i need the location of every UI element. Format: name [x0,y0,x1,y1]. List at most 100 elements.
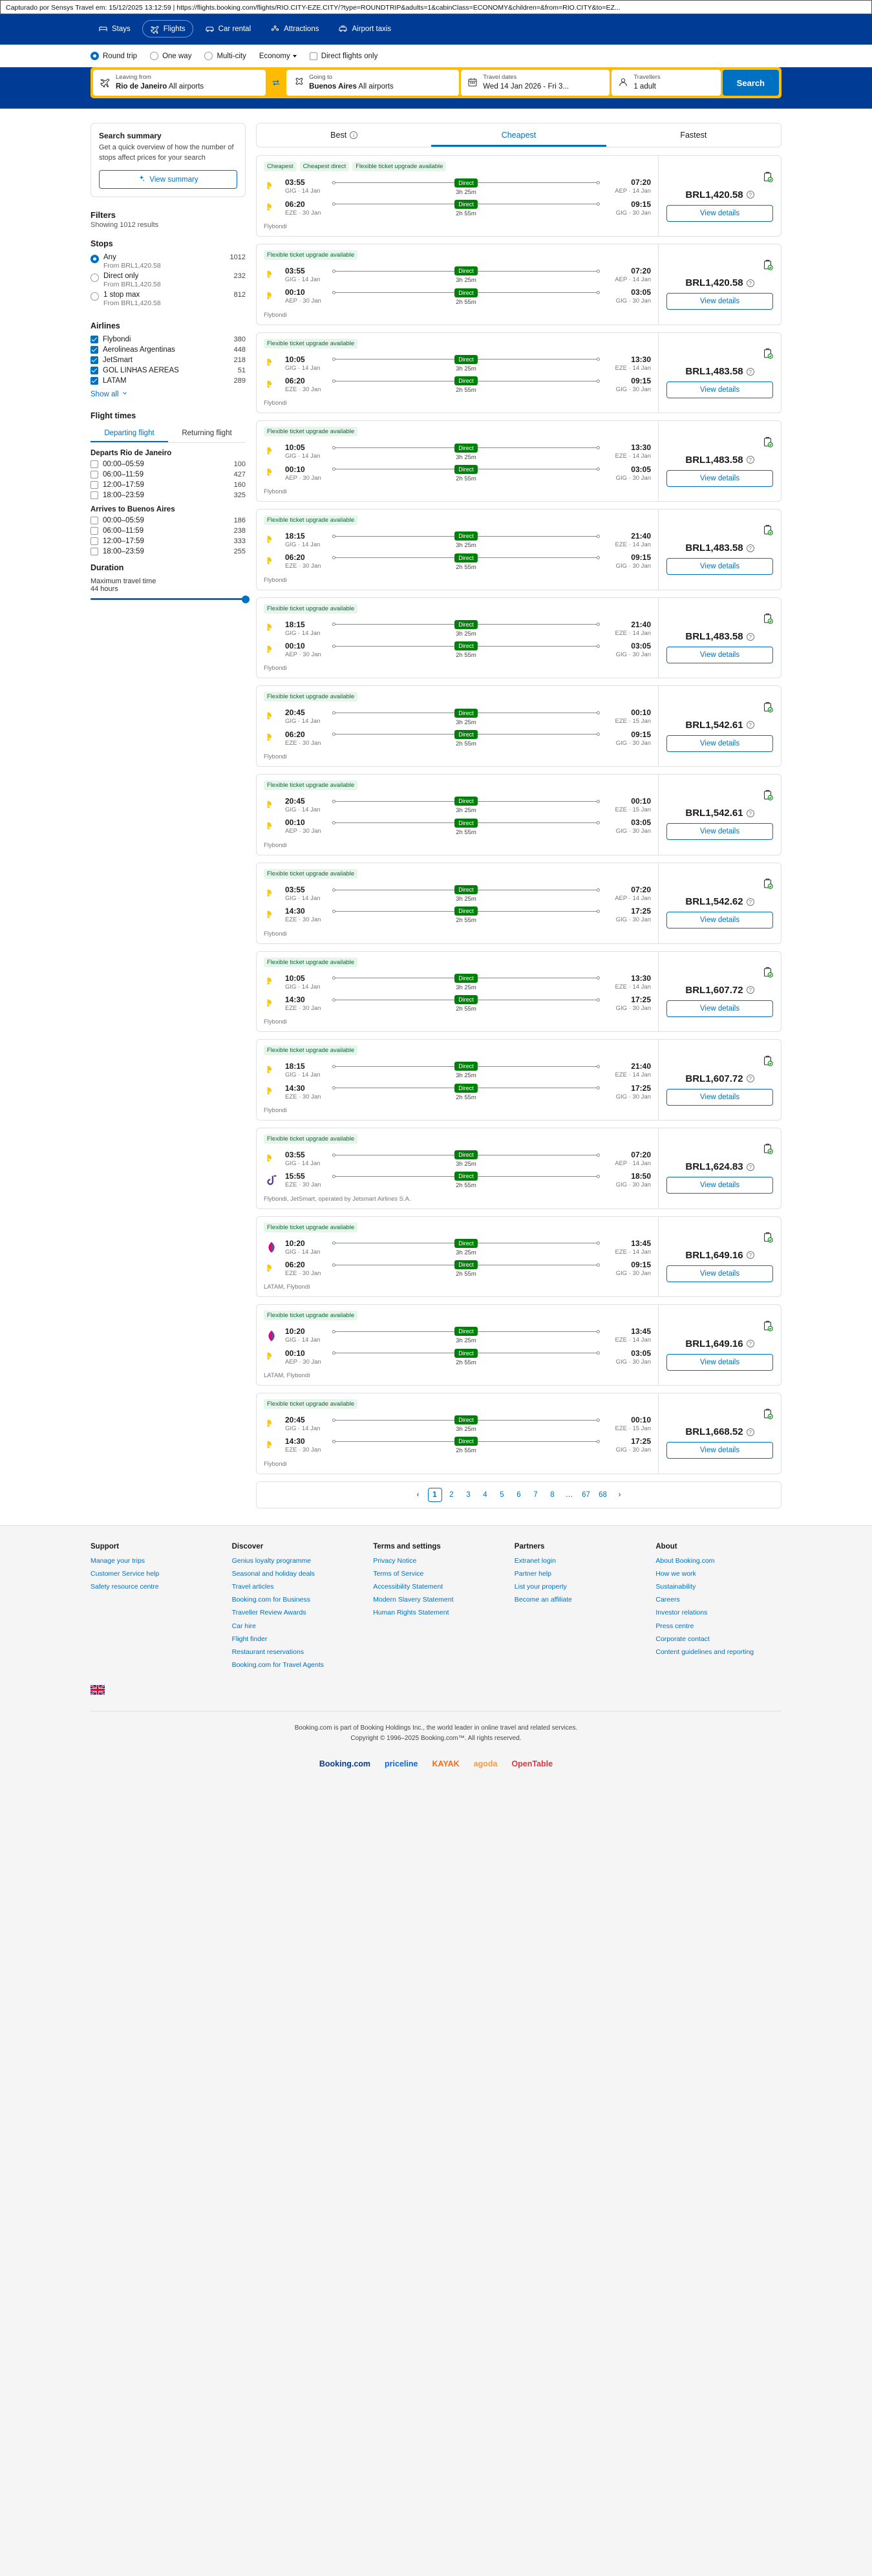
price-info-icon[interactable]: ? [746,1075,754,1083]
airline-option[interactable]: Flybondi 380 [90,336,246,344]
pagination-page[interactable]: 4 [483,1490,487,1499]
stops-option[interactable]: 1 stop max From BRL1,420.58 812 [90,291,246,307]
pagination-next[interactable]: › [618,1490,621,1499]
footer-link[interactable]: Customer Service help [90,1569,160,1578]
price-info-icon[interactable]: ? [746,721,754,729]
flight-card[interactable]: Flexible ticket upgrade available 03:55 GI… [256,1127,782,1209]
arrive-time-option[interactable]: 18:00–23:59 255 [90,548,246,556]
footer-link[interactable]: Careers [655,1596,680,1604]
pagination-page[interactable]: 6 [516,1490,521,1499]
nav-item-flights[interactable]: Flights [142,20,193,38]
view-details-button[interactable]: View details [666,912,773,929]
airline-option[interactable]: GOL LINHAS AEREAS 51 [90,367,246,375]
footer-link[interactable]: Become an affiliate [514,1596,572,1604]
footer-link[interactable]: Seasonal and holiday deals [231,1569,315,1578]
footer-link[interactable]: List your property [514,1582,567,1591]
nav-item-attractions[interactable]: Attractions [262,20,326,38]
price-info-icon[interactable]: ? [746,1251,754,1260]
pagination-page[interactable]: 68 [599,1490,607,1499]
price-info-icon[interactable]: ? [746,544,754,552]
footer-link[interactable]: Booking.com for Travel Agents [231,1661,324,1669]
duration-slider-knob[interactable] [242,595,250,603]
price-info-icon[interactable]: ? [746,897,754,906]
travellers-field[interactable]: Travellers 1 adult [611,70,721,96]
pagination-page[interactable]: 8 [550,1490,555,1499]
price-info-icon[interactable]: ? [746,191,754,199]
view-details-button[interactable]: View details [666,1000,773,1017]
search-button[interactable]: Search [722,70,779,96]
view-details-button[interactable]: View details [666,381,773,399]
footer-link[interactable]: Travel articles [231,1582,274,1591]
view-details-button[interactable]: View details [666,735,773,752]
view-details-button[interactable]: View details [666,1088,773,1106]
sort-tab-best[interactable]: Best i [257,123,431,147]
footer-link[interactable]: Human Rights Statement [373,1609,449,1617]
pagination-page[interactable]: 1 [427,1487,442,1502]
footer-link[interactable]: Safety resource centre [90,1582,159,1591]
footer-link[interactable]: Manage your trips [90,1556,145,1565]
brand-logo[interactable]: agoda [473,1759,498,1769]
footer-link[interactable]: Privacy Notice [373,1556,417,1565]
brand-logo[interactable]: Booking.com [319,1759,371,1769]
price-info-icon[interactable]: ? [746,456,754,464]
brand-logo[interactable]: KAYAK [432,1759,460,1769]
flight-card[interactable]: Flexible ticket upgrade available 03:55 GI… [256,862,782,944]
language-flag[interactable] [90,1673,782,1707]
nav-item-stays[interactable]: Stays [90,20,138,38]
flight-card[interactable]: Flexible ticket upgrade available 10:05 GI… [256,950,782,1033]
flight-card[interactable]: Flexible ticket upgrade available 20:45 GI… [256,685,782,767]
trip-type-multi-city[interactable]: Multi-city [204,52,246,60]
pagination-prev[interactable]: ‹ [416,1490,420,1499]
flight-card[interactable]: Flexible ticket upgrade available 10:05 GI… [256,332,782,414]
swap-button[interactable] [268,70,284,96]
info-icon[interactable]: i [350,131,358,140]
flight-card[interactable]: Flexible ticket upgrade available 03:55 GI… [256,244,782,325]
price-info-icon[interactable]: ? [746,809,754,817]
destination-field[interactable]: Going to Buenos Aires All airports [286,70,460,96]
footer-link[interactable]: About Booking.com [655,1556,715,1565]
footer-link[interactable]: Car hire [231,1622,256,1630]
flight-card[interactable]: Flexible ticket upgrade available 20:45 GI… [256,774,782,855]
footer-link[interactable]: Press centre [655,1622,694,1630]
view-summary-button[interactable]: View summary [99,170,237,189]
cabin-class-select[interactable]: Economy [259,52,297,60]
show-all-airlines[interactable]: Show all [90,390,246,398]
view-details-button[interactable]: View details [666,647,773,664]
view-details-button[interactable]: View details [666,204,773,222]
view-details-button[interactable]: View details [666,823,773,841]
trip-type-one-way[interactable]: One way [150,52,191,60]
footer-link[interactable]: Traveller Review Awards [231,1609,306,1617]
brand-logo[interactable]: priceline [385,1759,418,1769]
sort-tab-fastest[interactable]: Fastest [606,123,781,147]
arrive-time-option[interactable]: 06:00–11:59 238 [90,527,246,535]
flight-times-tab-departing[interactable]: Departing flight [90,425,168,443]
price-info-icon[interactable]: ? [746,1428,754,1436]
depart-time-option[interactable]: 06:00–11:59 427 [90,471,246,479]
footer-link[interactable]: Restaurant reservations [231,1648,304,1656]
flight-card[interactable]: Flexible ticket upgrade available 10:20 GI… [256,1216,782,1298]
direct-flights-only-checkbox[interactable]: Direct flights only [309,52,378,60]
footer-link[interactable]: Flight finder [231,1635,268,1643]
footer-link[interactable]: How we work [655,1569,696,1578]
pagination-page[interactable]: 67 [582,1490,590,1499]
airline-option[interactable]: JetSmart 218 [90,356,246,365]
pagination-page[interactable]: 3 [466,1490,471,1499]
footer-link[interactable]: Partner help [514,1569,551,1578]
sort-tab-cheapest[interactable]: Cheapest [431,123,606,147]
view-details-button[interactable]: View details [666,558,773,575]
footer-link[interactable]: Booking.com for Business [231,1596,310,1604]
view-details-button[interactable]: View details [666,1177,773,1194]
price-info-icon[interactable]: ? [746,279,754,287]
stops-option[interactable]: Any From BRL1,420.58 1012 [90,253,246,270]
depart-time-option[interactable]: 00:00–05:59 100 [90,460,246,469]
airline-option[interactable]: LATAM 289 [90,377,246,385]
flight-card[interactable]: Flexible ticket upgrade available 18:15 GI… [256,509,782,590]
footer-link[interactable]: Investor relations [655,1609,708,1617]
footer-link[interactable]: Corporate contact [655,1635,710,1643]
view-details-button[interactable]: View details [666,1442,773,1459]
footer-link[interactable]: Accessibility Statement [373,1582,443,1591]
nav-item-car-rental[interactable]: Car rental [197,20,259,38]
origin-field[interactable]: Leaving from Rio de Janeiro All airports [93,70,266,96]
flight-times-tab-returning[interactable]: Returning flight [182,429,232,438]
pagination-page[interactable]: 5 [500,1490,504,1499]
